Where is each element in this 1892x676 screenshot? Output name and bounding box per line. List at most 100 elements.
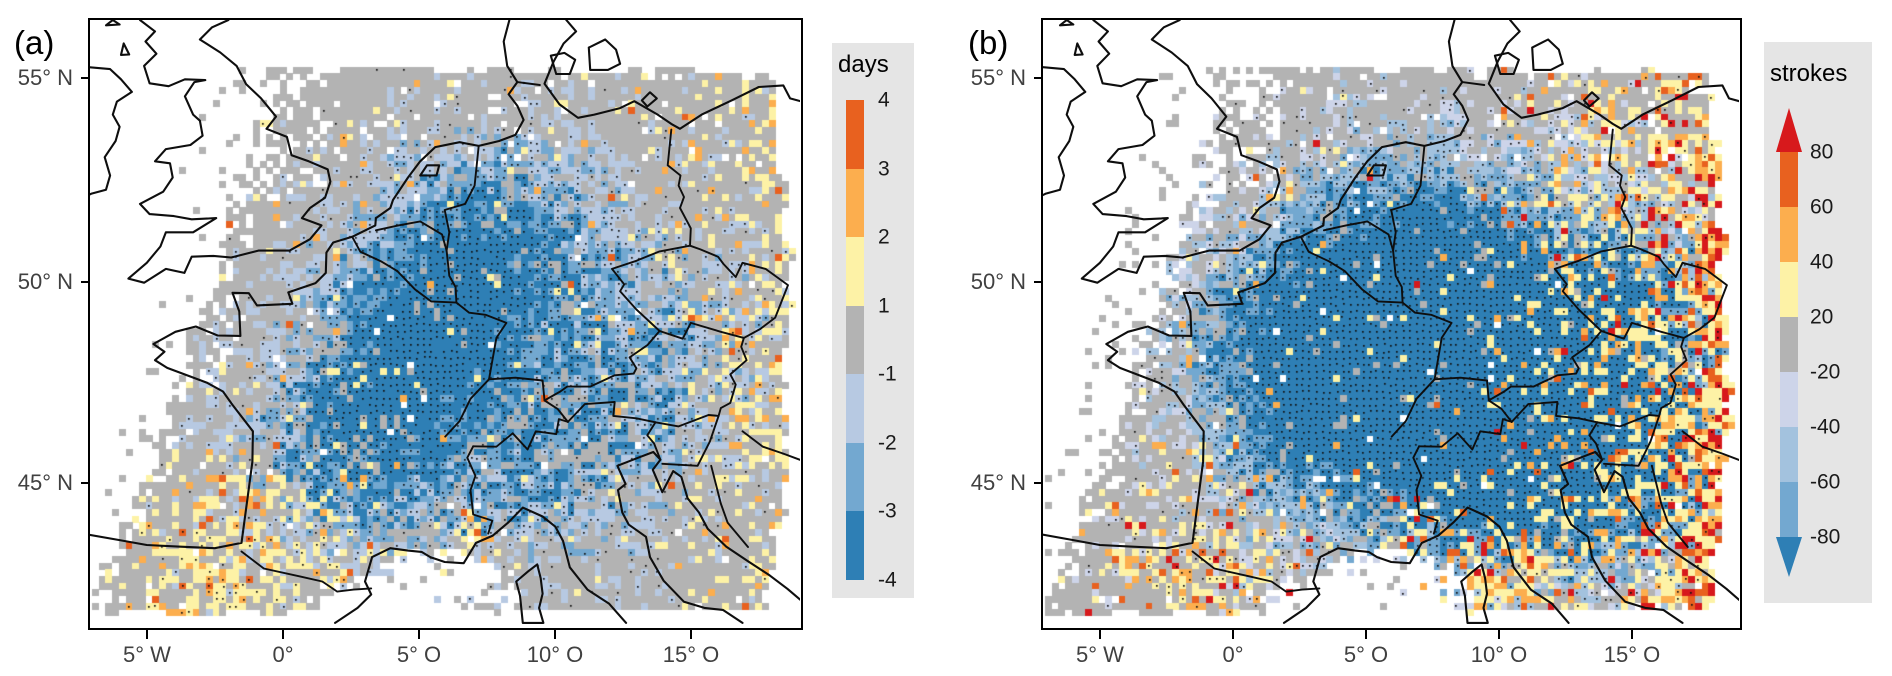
y-axis-tick	[1034, 281, 1043, 283]
panel-b-coastlines-borders	[1043, 20, 1739, 624]
legend-color-segment	[846, 374, 864, 443]
x-axis-tick-label: 5° O	[1343, 642, 1389, 667]
map-outline-path	[1493, 51, 1520, 76]
map-outline-path	[646, 421, 662, 461]
panel-b-legend-title: strokes	[1770, 60, 1848, 87]
panel-b-colorbar-legend: strokes 80 60 40 20 -20 -40 -60 -80	[1764, 42, 1872, 603]
map-outline-path	[654, 414, 720, 428]
panel-b-map	[1040, 17, 1742, 630]
map-outline-path	[1553, 244, 1633, 332]
map-outline-path	[616, 450, 800, 624]
x-axis-tick-label: 15° O	[1603, 642, 1661, 667]
map-outline-path	[1418, 418, 1513, 451]
map-outline-path	[1043, 20, 1470, 550]
y-axis-tick-label: 45° N	[970, 470, 1026, 495]
map-outline-path	[741, 430, 800, 461]
legend-tick-label: -3	[878, 499, 897, 523]
legend-tick-label: 20	[1810, 305, 1834, 329]
map-outline-path	[334, 506, 628, 624]
map-outline-path	[661, 414, 720, 467]
map-outline-path	[543, 20, 800, 130]
y-axis-tick-label: 45° N	[17, 470, 73, 495]
map-outline-path	[104, 20, 121, 27]
map-outline-path	[419, 164, 441, 177]
map-outline-path	[1588, 421, 1604, 461]
x-axis-tick	[1099, 630, 1101, 639]
legend-color-segment	[1780, 372, 1798, 428]
legend-open-ended-down-arrow	[1776, 537, 1802, 577]
map-outline-path	[90, 20, 525, 550]
legend-tick-label: 40	[1810, 250, 1834, 274]
map-outline-path	[516, 81, 541, 86]
map-outline-path	[1058, 20, 1075, 27]
map-outline-path	[472, 418, 569, 451]
legend-color-segment	[1780, 427, 1798, 483]
panel-a-legend-title: days	[838, 51, 889, 78]
legend-color-segment	[1780, 317, 1798, 373]
map-outline-path	[444, 378, 490, 438]
legend-tick-label: 60	[1810, 195, 1834, 219]
map-outline-path	[1043, 66, 1087, 197]
map-outline-path	[1650, 464, 1689, 548]
map-outline-path	[455, 301, 508, 381]
map-outline-path	[351, 235, 458, 304]
x-axis-tick	[146, 630, 148, 639]
map-outline-path	[717, 336, 748, 417]
map-outline-path	[445, 249, 458, 304]
panel-b-grid-cells	[1043, 20, 1739, 627]
map-outline-path	[1600, 244, 1728, 340]
map-outline-path	[1596, 414, 1661, 428]
legend-tick-label: 2	[878, 225, 890, 249]
map-outline-path	[1460, 563, 1489, 624]
map-outline-path	[515, 563, 545, 624]
map-outline-path	[1603, 414, 1661, 467]
map-outline-path	[1658, 336, 1688, 417]
map-outline-path	[1080, 20, 1281, 284]
map-outline-path	[640, 91, 658, 108]
map-outline-path	[240, 550, 373, 593]
map-outline-path	[127, 20, 332, 284]
panel-a-colorbar-legend: days 4 3 2 1 -1 -2 -3 -4	[832, 43, 914, 598]
x-axis-tick	[282, 630, 284, 639]
y-axis-tick-label: 55° N	[970, 65, 1026, 90]
map-outline-path	[549, 51, 577, 76]
x-axis-tick-label: 10° O	[1470, 642, 1528, 667]
legend-tick-label: -80	[1810, 525, 1841, 549]
x-axis-tick-label: 0°	[272, 642, 294, 667]
x-axis-tick-label: 15° O	[662, 642, 720, 667]
legend-color-segment	[846, 511, 864, 580]
x-axis-tick	[1631, 630, 1633, 639]
map-outline-path	[710, 464, 749, 548]
x-axis-tick	[554, 630, 556, 639]
y-axis-tick	[81, 281, 90, 283]
legend-tick-label: -40	[1810, 415, 1841, 439]
legend-tick-label: -60	[1810, 470, 1841, 494]
map-outline-path	[466, 445, 494, 535]
y-axis-tick-label: 55° N	[17, 65, 73, 90]
legend-tick-label: -4	[878, 568, 897, 591]
map-outline-path	[1608, 128, 1633, 247]
map-outline-path	[1582, 91, 1600, 108]
map-outline-path	[658, 244, 789, 340]
y-axis-tick	[1034, 482, 1043, 484]
x-axis-tick	[1232, 630, 1234, 639]
x-axis-tick	[690, 630, 692, 639]
map-outline-path	[374, 220, 448, 252]
x-axis-tick-label: 5° W	[123, 642, 171, 667]
map-outline-path	[1390, 378, 1436, 438]
legend-tick-label: 4	[878, 88, 890, 112]
x-axis-tick-label: 5° O	[396, 642, 442, 667]
legend-color-segment	[846, 305, 864, 375]
legend-tick-label: 80	[1810, 140, 1834, 164]
map-outline-path	[1461, 81, 1486, 86]
panel-a-label: (a)	[14, 24, 55, 61]
map-outline-path	[1486, 379, 1513, 423]
map-outline-path	[119, 42, 131, 56]
y-axis-tick-label: 50° N	[17, 269, 73, 294]
map-outline-path	[90, 66, 133, 196]
map-outline-path	[1366, 164, 1387, 177]
map-outline-path	[1412, 445, 1439, 535]
y-axis-tick	[1034, 77, 1043, 79]
map-outline-path	[1433, 376, 1488, 382]
